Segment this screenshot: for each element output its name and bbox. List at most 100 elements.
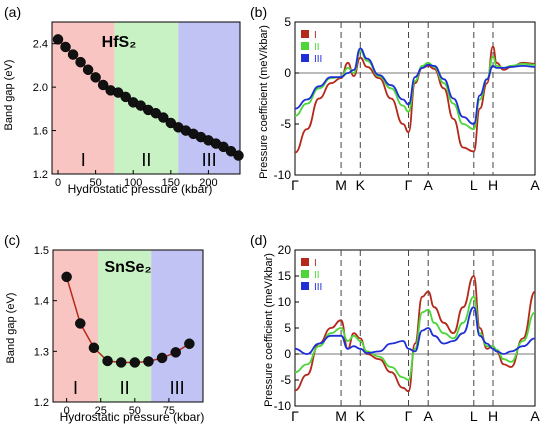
y-tick-label: 1.3 (34, 346, 49, 358)
y-tick-label: -5 (280, 117, 291, 131)
panel-b: (b) Γ M K Γ A L H A-10-505 Pressure coefficient… (250, 4, 540, 193)
kpoint-label: A (530, 177, 540, 193)
data-point (52, 34, 64, 45)
data-point (82, 64, 94, 76)
data-point (97, 79, 109, 91)
x-tick-label: 50 (129, 405, 141, 417)
series-line-II (294, 295, 536, 381)
y-tick-label: 1.2 (34, 397, 49, 409)
x-tick-label: 0 (55, 177, 61, 189)
panel-c-title: SnSe₂ (104, 259, 151, 276)
data-point (158, 112, 169, 123)
legend-swatch-II (301, 270, 309, 278)
legend-label-I: I (314, 30, 317, 41)
y-tick-label: 15 (278, 269, 292, 283)
region-2 (98, 250, 152, 402)
data-point (156, 352, 168, 364)
series-line-II (294, 49, 536, 131)
data-point (143, 356, 154, 367)
data-point (102, 355, 113, 367)
data-point (61, 271, 72, 283)
y-tick-label: 2.0 (33, 82, 48, 94)
legend-swatch-III (301, 282, 309, 290)
kpoint-label: H (488, 177, 498, 193)
data-point (120, 91, 131, 103)
data-point (233, 150, 244, 161)
panel-a-ylabel: Band gap (eV) (3, 60, 15, 131)
panel-c-ylabel: Band gap (eV) (5, 293, 17, 364)
plot-frame (52, 249, 204, 403)
legend-label-I: I (314, 258, 317, 269)
x-tick-label: 100 (124, 177, 142, 189)
legend-label-III: III (314, 282, 322, 293)
legend-swatch-III (301, 54, 309, 62)
fit-line (65, 276, 190, 364)
legend-swatch-I (301, 30, 309, 38)
x-tick-label: 0 (64, 405, 70, 417)
y-tick-label: 5 (284, 321, 291, 335)
region-label-1: I (81, 150, 86, 170)
region-label-2: II (141, 150, 151, 170)
kpoint-label: M (335, 177, 347, 193)
kpoint-label: Γ (291, 177, 299, 193)
data-point (75, 318, 86, 329)
y-tick-label: -10 (274, 168, 292, 182)
y-tick-label: 10 (278, 295, 292, 309)
legend-label-II: II (314, 270, 320, 281)
kpoint-label: H (488, 408, 498, 424)
region-1 (53, 250, 98, 402)
kpoint-label: K (356, 177, 366, 193)
panel-d-label: (d) (250, 232, 267, 248)
region-3 (151, 250, 203, 402)
series-line-III (294, 47, 536, 125)
kpoint-label: M (335, 408, 347, 424)
kpoint-label: A (530, 408, 540, 424)
data-point (170, 347, 181, 358)
panel-b-ylabel: Pressure coefficient (meV/kbar) (258, 25, 270, 179)
plot-frame (294, 21, 536, 176)
kpoint-label: Γ (405, 177, 413, 193)
kpoint-label: L (470, 177, 478, 193)
data-point (67, 49, 79, 60)
y-tick-label: 2.4 (33, 39, 48, 51)
y-tick-label: 1.6 (33, 126, 48, 138)
panel-a-xlabel: Hydrostatic pressure (kbar) (68, 182, 213, 196)
kpoint-label: A (424, 177, 434, 193)
data-point (60, 41, 71, 53)
panel-c-xlabel: Hydrostatic pressure (kbar) (60, 410, 205, 424)
x-tick-label: 50 (89, 177, 101, 189)
plot-frame (294, 249, 536, 407)
legend-swatch-II (301, 42, 309, 50)
data-point (184, 338, 195, 349)
data-point (129, 357, 141, 368)
legend-label-II: II (314, 42, 320, 53)
x-tick-label: 75 (163, 405, 175, 417)
region-label-3: III (170, 378, 185, 398)
region-label-3: III (202, 150, 217, 170)
panel-a-title: HfS₂ (102, 34, 137, 51)
kpoint-label: K (356, 408, 366, 424)
legend-swatch-I (301, 258, 309, 266)
panel-d-ylabel: Pressure coefficient (meV/kbar) (263, 253, 275, 407)
panel-a: I II III (a) HfS₂ 0 50 100 150 2001.21.62.02.4… (3, 4, 244, 196)
kpoint-label: Γ (291, 408, 299, 424)
region-label-2: II (120, 378, 130, 398)
data-point (75, 56, 86, 68)
y-tick-label: 1.2 (33, 169, 48, 181)
y-tick-label: 0 (284, 66, 291, 80)
y-tick-label: 1.5 (34, 245, 49, 257)
panel-c: I II III (c) SnSe₂ 0 25 50 751.21.31.41.5 Hyd… (4, 232, 204, 424)
kpoint-label: L (470, 408, 478, 424)
y-tick-label: 5 (284, 15, 291, 29)
kpoint-label: A (424, 408, 434, 424)
region-label-1: I (73, 378, 78, 398)
y-tick-label: 1.4 (34, 296, 49, 308)
x-tick-label: 25 (95, 405, 107, 417)
y-tick-label: -10 (274, 399, 292, 413)
data-point (88, 342, 100, 354)
y-tick-label: 20 (278, 243, 292, 257)
panel-c-label: (c) (4, 232, 20, 248)
legend-label-III: III (314, 54, 322, 65)
y-tick-label: -5 (280, 373, 291, 387)
